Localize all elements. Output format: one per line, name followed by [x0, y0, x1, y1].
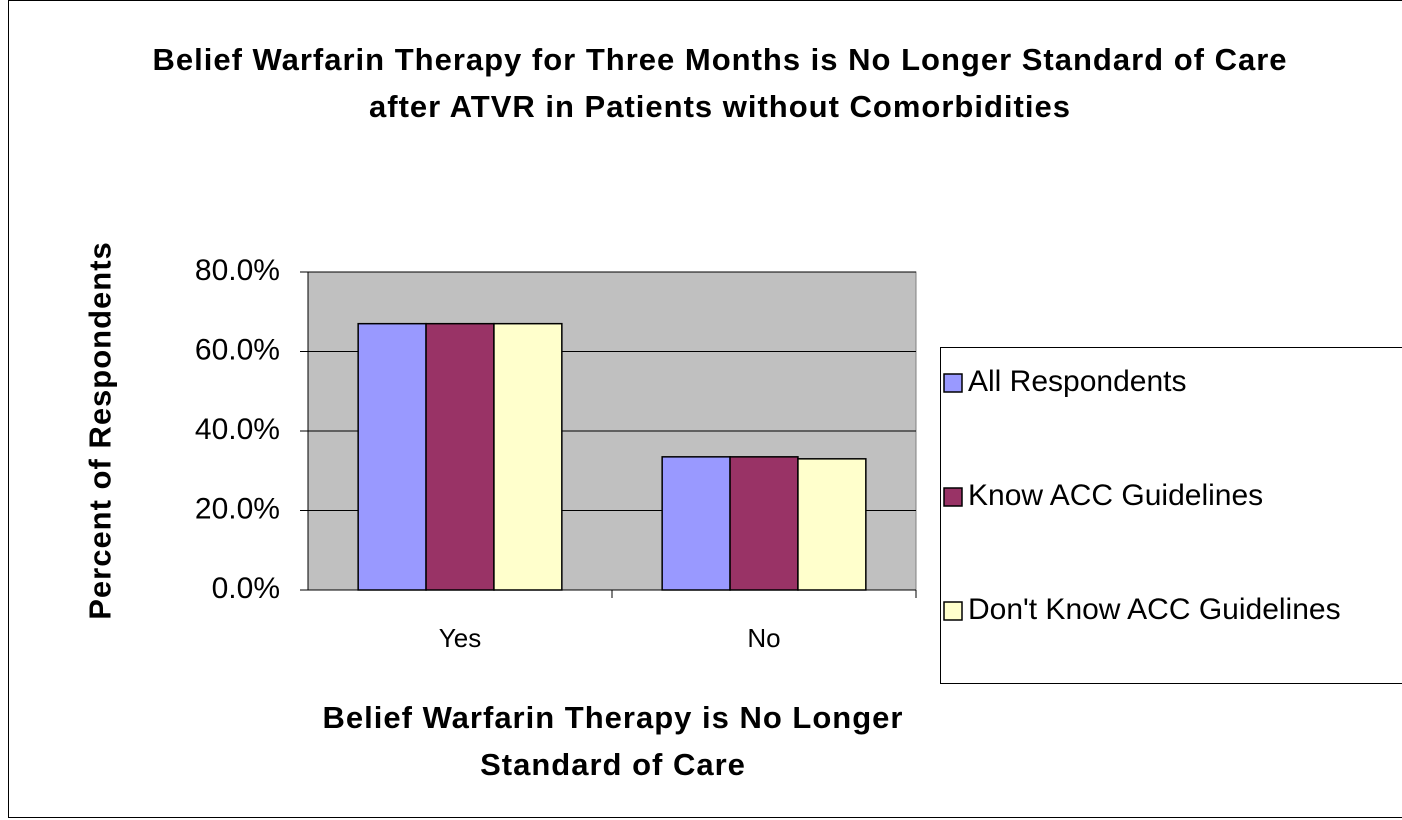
y-tick-label: 20.0%: [195, 492, 280, 525]
bar: [729, 456, 799, 591]
x-tick-label: Yes: [439, 623, 481, 653]
chart-title: Belief Warfarin Therapy for Three Months…: [152, 42, 1288, 124]
bar: [797, 458, 867, 591]
bar: [661, 456, 731, 591]
bar: [357, 322, 427, 591]
bar: [425, 322, 495, 591]
x-tick-label: No: [747, 623, 780, 653]
y-tick-label: 40.0%: [195, 413, 280, 446]
legend-label: Don't Know ACC Guidelines: [968, 593, 1341, 626]
y-tick-label: 80.0%: [195, 254, 280, 287]
bar: [493, 322, 563, 591]
y-tick-label: 60.0%: [195, 333, 280, 366]
frame: [8, 0, 1402, 818]
legend-swatch: [943, 373, 963, 393]
y-axis-title: Percent of Respondents: [82, 241, 118, 620]
legend-swatch: [943, 487, 963, 507]
legend-label: Know ACC Guidelines: [968, 479, 1263, 512]
legend-label: All Respondents: [968, 365, 1186, 398]
legend-swatch: [943, 601, 963, 621]
legend-box: [940, 347, 1402, 684]
x-axis-title: Belief Warfarin Therapy is No Longer Sta…: [322, 700, 904, 782]
y-tick-label: 0.0%: [212, 572, 280, 605]
